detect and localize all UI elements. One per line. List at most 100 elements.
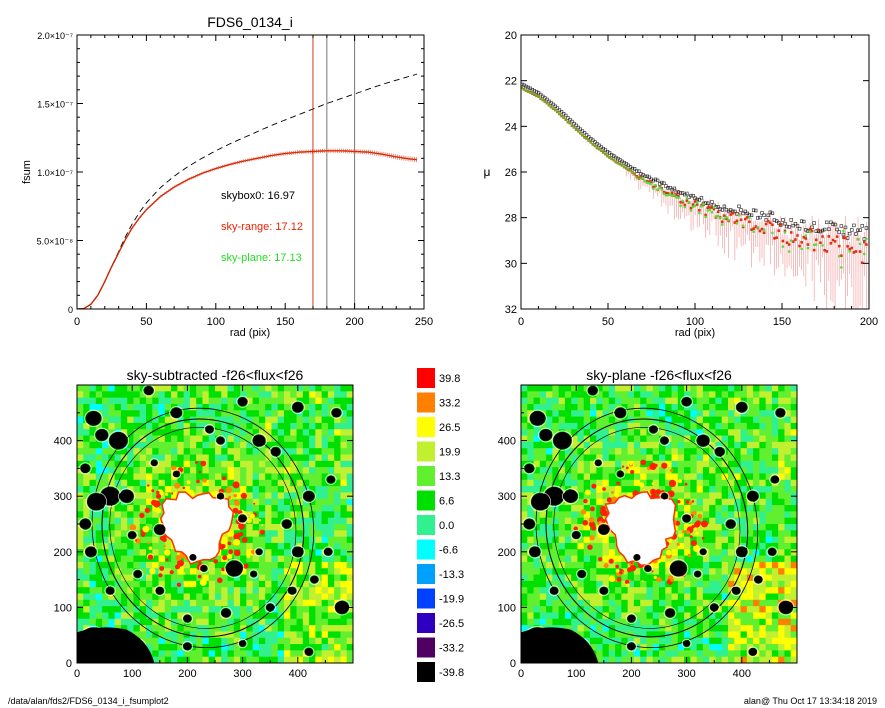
- annotation-sky-plane: sky-plane: 17.13: [221, 252, 302, 264]
- colorbar: 39.8 33.2 26.5 19.9 13.3 6.6 0.0 -6.6 -13.3 -19.9…: [417, 368, 464, 682]
- annotation-skybox0: skybox0: 16.97: [221, 190, 295, 202]
- colorbar-label-12: -39.8: [439, 667, 464, 679]
- sky-plane-xtick-4: 400: [733, 668, 751, 680]
- colorbar-label-10: -26.5: [439, 618, 464, 630]
- colorbar-label-2: 26.5: [439, 422, 460, 434]
- fsum-ytick-2: 1.0×10⁻⁷: [37, 168, 73, 178]
- sky-subtracted-xtick-2: 200: [178, 668, 196, 680]
- sky-plane-ytick-1: 100: [498, 602, 516, 614]
- mu-panel: 0 50 100 150 200 20 22 24 26 28 30 32 rad (pix) μ: [484, 30, 879, 339]
- sky-subtracted-xtick-1: 100: [123, 668, 141, 680]
- sky-subtracted-ytick-3: 300: [54, 491, 72, 503]
- mu-ylabel: μ: [484, 165, 491, 179]
- fsum-title: FDS6_0134_i: [207, 14, 293, 30]
- sky-subtracted-xtick-4: 400: [289, 668, 307, 680]
- sky-subtracted-ytick-2: 200: [54, 547, 72, 559]
- mu-xtick-4: 200: [860, 316, 878, 328]
- colorbar-swatch-0: [417, 368, 435, 388]
- sky-plane-xtick-1: 100: [567, 668, 585, 680]
- mu-xtick-1: 50: [602, 316, 614, 328]
- fsum-xtick-5: 250: [415, 316, 433, 328]
- sky-subtracted-ytick-1: 100: [54, 602, 72, 614]
- fsum-ytick-1: 5.0×10⁻⁸: [37, 237, 74, 247]
- mu-errorbars: [625, 165, 867, 309]
- fsum-xlabel: rad (pix): [230, 327, 270, 339]
- fsum-errorbars: [118, 148, 417, 254]
- fsum-xtick-1: 50: [140, 316, 152, 328]
- fsum-panel: FDS6_0134_i 0 50 100 150 200 250 0 5.0×10⁻⁸ 1.0×…: [21, 14, 433, 339]
- fsum-xtick-0: 0: [74, 316, 80, 328]
- colorbar-swatch-2: [417, 417, 435, 437]
- colorbar-swatch-7: [417, 539, 435, 560]
- colorbar-label-7: -6.6: [439, 545, 458, 557]
- sky-plane-ytick-4: 400: [498, 436, 516, 448]
- mu-ytick-4: 28: [505, 213, 517, 225]
- sky-plane-ytick-3: 300: [498, 491, 516, 503]
- sky-subtracted-xtick-0: 0: [74, 668, 80, 680]
- mu-ytick-5: 30: [505, 258, 517, 270]
- fsum-xtick-3: 150: [276, 316, 294, 328]
- sky-plane-galaxy-core: [604, 491, 677, 567]
- mu-xtick-3: 150: [773, 316, 791, 328]
- colorbar-label-0: 39.8: [439, 373, 460, 385]
- sky-plane-ytick-2: 200: [498, 547, 516, 559]
- colorbar-label-4: 13.3: [439, 471, 460, 483]
- mu-ytick-2: 24: [505, 121, 517, 133]
- sky-subtracted-star-masks: [77, 385, 351, 663]
- mu-xtick-0: 0: [518, 316, 524, 328]
- colorbar-swatch-11: [417, 637, 435, 658]
- sky-subtracted-galaxy-core: [159, 491, 235, 565]
- colorbar-swatch-12: [417, 662, 435, 682]
- colorbar-label-8: -13.3: [439, 569, 464, 581]
- mu-ytick-0: 20: [505, 30, 517, 42]
- mu-xtick-2: 100: [686, 316, 704, 328]
- sky-subtracted-title: sky-subtracted -f26<flux<f26: [127, 367, 304, 383]
- sky-plane-star-masks: [521, 385, 795, 663]
- sky-subtracted-corner-mask: [77, 627, 155, 663]
- colorbar-swatch-10: [417, 613, 435, 633]
- fsum-ytick-4: 2.0×10⁻⁷: [37, 31, 73, 41]
- sky-plane-xtick-3: 300: [677, 668, 695, 680]
- colorbar-swatch-9: [417, 588, 435, 609]
- sky-plane-ytick-0: 0: [510, 658, 516, 670]
- mu-ytick-1: 22: [505, 76, 517, 88]
- mu-frame: [520, 34, 870, 310]
- colorbar-swatch-5: [417, 490, 435, 511]
- mu-series-skybox0: [521, 82, 869, 241]
- sky-subtracted-panel: sky-subtracted -f26<flux<f26 0 100 200 300 4…: [54, 367, 354, 680]
- sky-subtracted-xtick-3: 300: [233, 668, 251, 680]
- mu-ytick-3: 26: [505, 167, 517, 179]
- sky-plane-panel: sky-plane -f26<flux<f26 0 100 200 300 400 0 10…: [498, 367, 798, 680]
- mu-series-sky-range: [521, 86, 868, 265]
- sky-plane-xtick-0: 0: [518, 668, 524, 680]
- colorbar-swatch-3: [417, 441, 435, 462]
- sky-plane-corner-mask: [521, 627, 599, 663]
- colorbar-label-6: 0.0: [439, 520, 454, 532]
- footer-timestamp: alan@ Thu Oct 17 13:34:18 2019: [744, 696, 877, 706]
- sky-subtracted-ytick-4: 400: [54, 436, 72, 448]
- colorbar-swatch-4: [417, 466, 435, 486]
- fsum-series-0: [77, 73, 418, 309]
- colorbar-swatch-6: [417, 515, 435, 535]
- fsum-xtick-4: 200: [345, 316, 363, 328]
- mu-ytick-6: 32: [505, 304, 517, 316]
- fsum-ytick-0: 0: [68, 305, 73, 315]
- colorbar-swatch-8: [417, 564, 435, 584]
- sky-plane-title: sky-plane -f26<flux<f26: [586, 367, 732, 383]
- sky-subtracted-ytick-0: 0: [66, 658, 72, 670]
- fsum-xtick-2: 100: [207, 316, 225, 328]
- colorbar-swatch-1: [417, 392, 435, 413]
- mu-series-sky-plane: [521, 86, 868, 269]
- annotation-sky-range: sky-range: 17.12: [221, 221, 303, 233]
- mu-xlabel: rad (pix): [675, 327, 715, 339]
- colorbar-label-3: 19.9: [439, 447, 460, 459]
- fsum-frame: [76, 34, 425, 310]
- fsum-ytick-3: 1.5×10⁻⁷: [37, 100, 73, 110]
- fsum-ylabel: fsum: [21, 160, 33, 184]
- colorbar-label-5: 6.6: [439, 496, 454, 508]
- footer-path: /data/alan/fds2/FDS6_0134_i_fsumplot2: [8, 696, 169, 706]
- sky-plane-xtick-2: 200: [622, 668, 640, 680]
- colorbar-label-11: -33.2: [439, 643, 464, 655]
- colorbar-label-1: 33.2: [439, 398, 460, 410]
